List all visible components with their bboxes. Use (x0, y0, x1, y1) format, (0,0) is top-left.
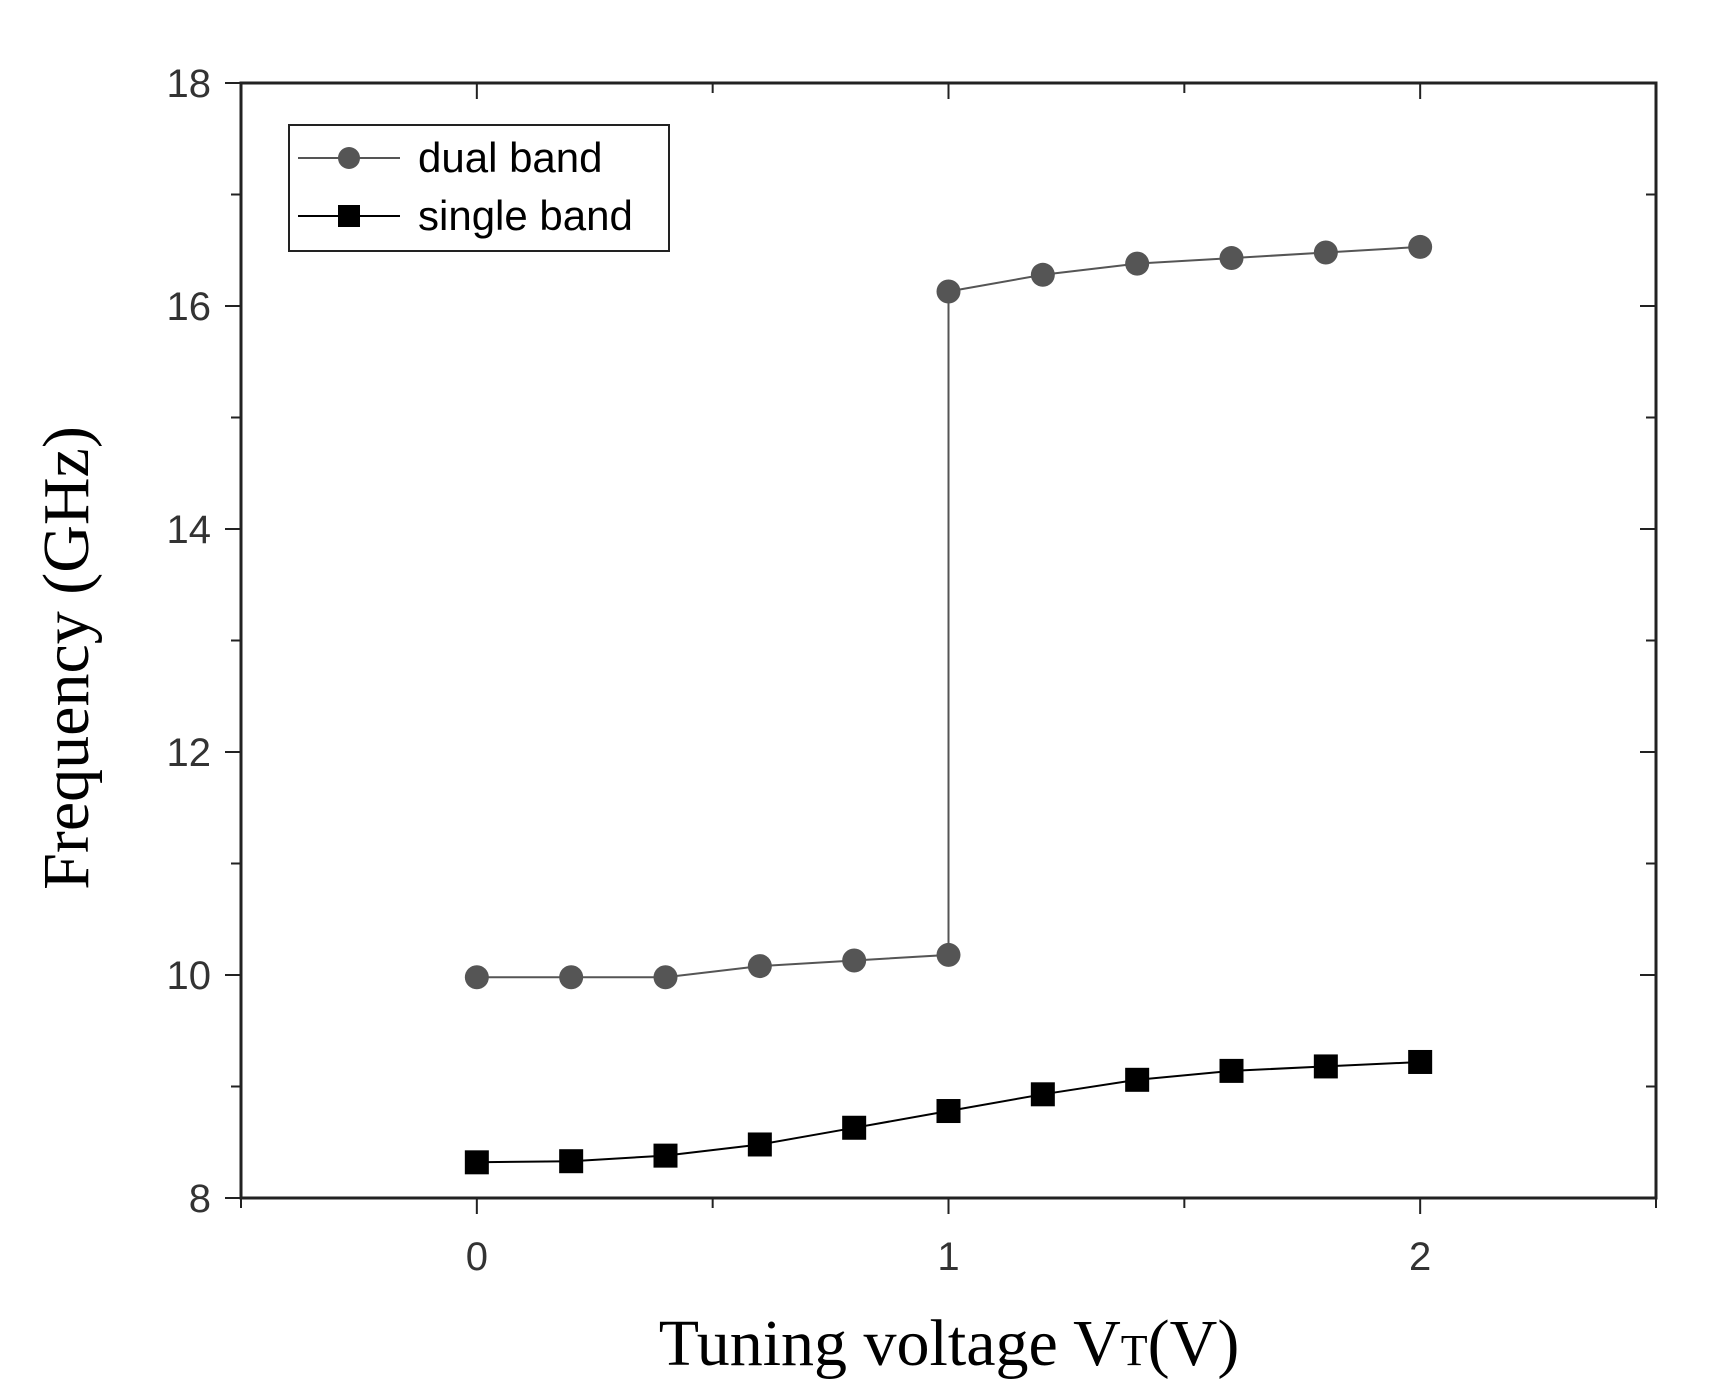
legend-marker-single-band (338, 205, 360, 227)
data-point-single-band (747, 1132, 772, 1157)
data-point-dual-band (464, 965, 489, 990)
y-tick-label: 10 (167, 954, 212, 998)
data-point-single-band (559, 1149, 584, 1174)
data-point-dual-band (747, 954, 772, 979)
x-axis-title-suffix: (V) (1148, 1307, 1240, 1380)
legend-box (288, 124, 670, 252)
data-point-dual-band (1408, 234, 1433, 259)
legend: dual band single band (288, 124, 670, 252)
data-point-dual-band (1030, 262, 1055, 287)
legend-label-dual-band: dual band (418, 134, 603, 181)
data-point-dual-band (842, 948, 867, 973)
x-tick-label: 0 (466, 1235, 488, 1279)
data-point-dual-band (1219, 246, 1244, 271)
y-tick-label: 14 (167, 508, 212, 552)
data-point-dual-band (1313, 240, 1338, 265)
x-axis-title-main: Tuning voltage V (659, 1307, 1121, 1380)
data-point-single-band (1408, 1049, 1433, 1074)
data-point-single-band (936, 1099, 961, 1124)
legend-marker-dual-band (338, 147, 360, 169)
data-point-dual-band (653, 965, 678, 990)
data-point-dual-band (1125, 251, 1150, 276)
x-axis-title-subscript: T (1121, 1326, 1148, 1375)
series-line-dual-band (476, 245, 1421, 979)
y-tick-label: 8 (189, 1177, 211, 1221)
y-tick-label: 18 (167, 62, 212, 106)
y-axis-title: Frequency (GHz) (30, 426, 103, 890)
x-tick-label: 2 (1409, 1235, 1431, 1279)
data-point-dual-band (936, 942, 961, 967)
data-point-single-band (464, 1150, 489, 1175)
data-point-single-band (842, 1115, 867, 1140)
data-point-single-band (1125, 1067, 1150, 1092)
x-axis-title: Tuning voltage VT(V) (659, 1307, 1240, 1380)
data-point-dual-band (936, 279, 961, 304)
legend-label-single-band: single band (418, 192, 633, 239)
data-point-dual-band (559, 965, 584, 990)
data-point-single-band (1030, 1082, 1055, 1107)
data-point-single-band (1313, 1054, 1338, 1079)
x-tick-label: 1 (937, 1235, 959, 1279)
data-point-single-band (1219, 1058, 1244, 1083)
y-tick-label: 16 (167, 285, 212, 329)
data-point-single-band (653, 1143, 678, 1168)
y-tick-label: 12 (167, 731, 212, 775)
